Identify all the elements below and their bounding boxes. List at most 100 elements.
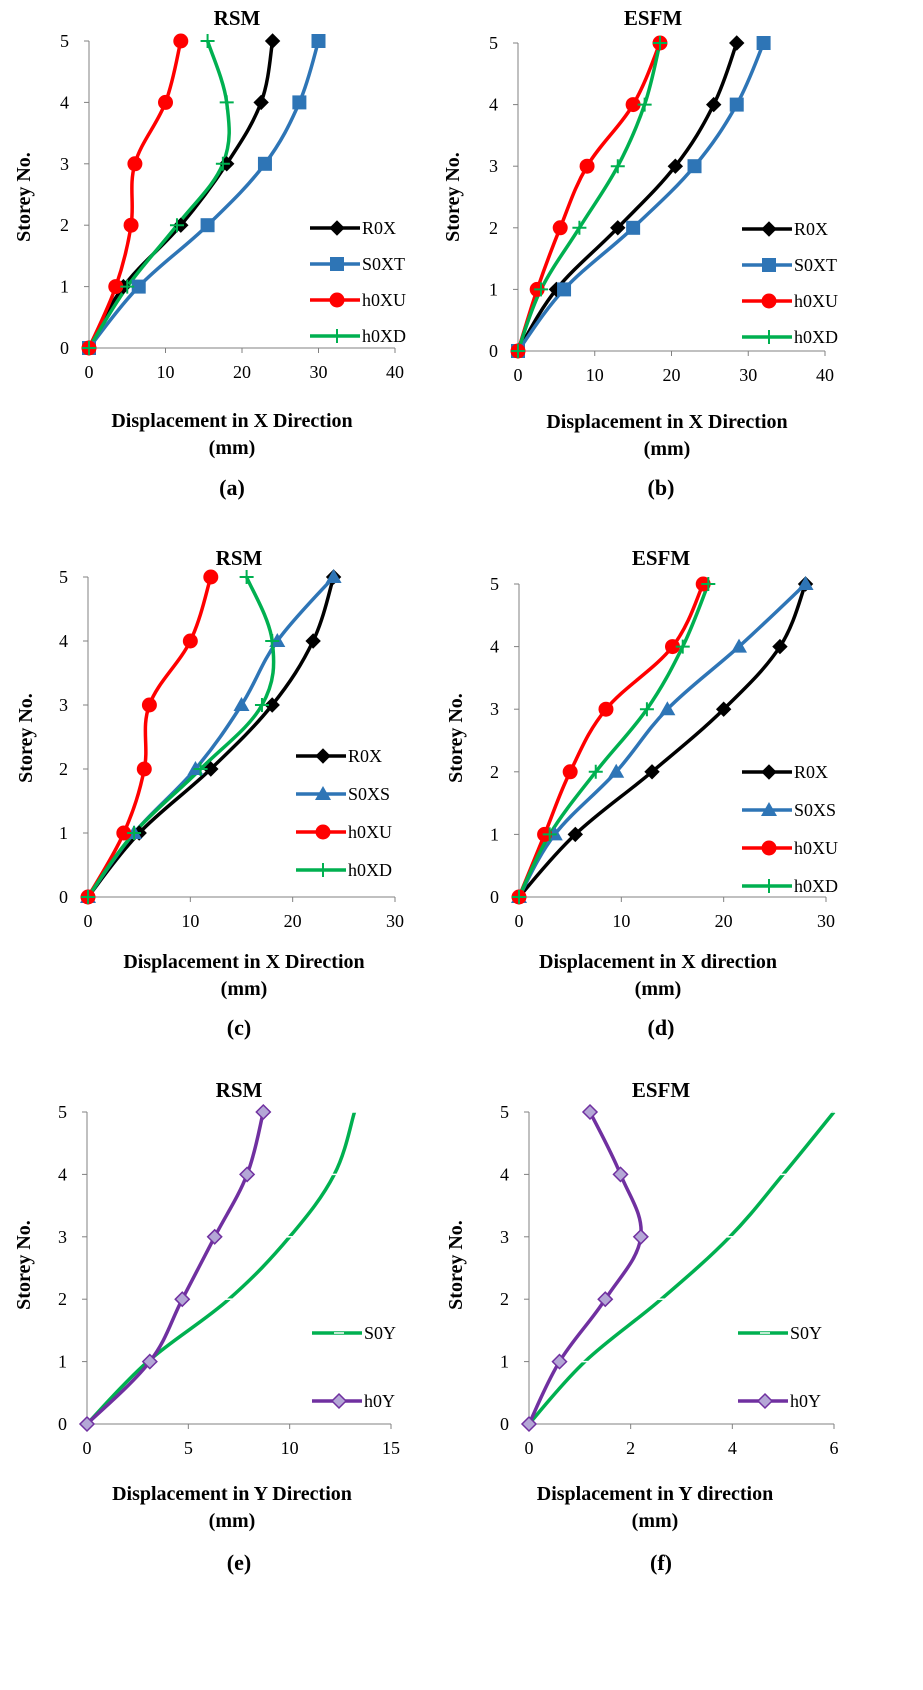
data-point-h0XD (511, 344, 525, 358)
series-line-h0XU (87, 40, 183, 349)
data-point-h0XD (265, 634, 280, 648)
x-axis-unit-label: (mm) (209, 437, 256, 459)
data-point-S0XS (233, 697, 250, 711)
legend-marker-h0XD (762, 879, 776, 893)
series-line-R0X (86, 576, 336, 899)
legend-label: R0X (348, 746, 382, 766)
y-tick-label: 3 (500, 1227, 509, 1247)
x-tick-label: 0 (514, 365, 523, 385)
y-tick-label: 4 (500, 1164, 509, 1184)
x-tick-label: 4 (728, 1438, 737, 1458)
legend-marker-S0XS (315, 786, 331, 800)
data-point-h0XD (542, 827, 557, 842)
x-tick-label: 10 (157, 362, 175, 382)
chart-title: RSM (214, 6, 261, 30)
legend-label: S0XS (794, 800, 836, 820)
x-tick-label: 0 (84, 911, 93, 931)
series-line-S0Y (527, 1110, 836, 1426)
data-point-h0Y (78, 1415, 96, 1433)
legend-label: S0XT (362, 254, 405, 274)
data-point-h0XD (215, 156, 230, 171)
x-tick-label: 0 (525, 1438, 534, 1458)
y-tick-label: 4 (60, 92, 69, 112)
legend-marker-h0XU (315, 824, 331, 840)
data-point-h0XD (193, 762, 208, 776)
data-point-h0Y (551, 1353, 568, 1370)
legend-marker-h0XU (761, 840, 777, 856)
legend-marker-R0X (329, 220, 345, 236)
data-point-h0Y (597, 1291, 614, 1308)
data-point-h0Y (581, 1103, 599, 1121)
y-tick-label: 2 (489, 218, 498, 238)
x-tick-label: 20 (233, 362, 251, 382)
data-point-h0XD (169, 218, 184, 233)
y-tick-label: 5 (59, 567, 68, 587)
chart-title: RSM (216, 1078, 263, 1102)
data-point-h0Y (174, 1291, 191, 1308)
panel-caption: (a) (219, 475, 245, 500)
y-axis-label: Storey No. (15, 693, 37, 783)
y-tick-label: 4 (58, 1164, 67, 1184)
data-point-h0XD (534, 282, 549, 297)
legend-label: R0X (362, 218, 396, 238)
legend-marker-h0XU (329, 292, 345, 308)
y-tick-label: 0 (490, 887, 499, 907)
data-point-S0XS (659, 701, 676, 716)
x-tick-label: 10 (281, 1438, 299, 1458)
data-point-S0XT (557, 282, 572, 297)
data-point-h0XU (182, 633, 198, 649)
data-point-h0XU (141, 697, 157, 713)
x-axis-label: Displacement in X direction (539, 951, 777, 973)
chart-panel-2: 0 1 2 3 4 5 0 10 20 30 R0X S0XS h0XU h0XD RSM Storey No… (15, 546, 404, 1040)
data-point-R0X (253, 94, 269, 111)
legend-marker-h0XD (316, 863, 330, 877)
x-axis-unit-label: (mm) (209, 1510, 256, 1532)
x-tick-label: 2 (626, 1438, 635, 1458)
panel-caption: (c) (227, 1015, 251, 1040)
x-tick-label: 40 (386, 362, 404, 382)
data-point-h0XU (116, 825, 132, 841)
data-point-h0Y (239, 1166, 256, 1183)
data-point-h0XU (127, 156, 143, 172)
legend-label: h0XU (794, 291, 838, 311)
data-point-h0XD (200, 34, 215, 48)
legend-label: h0XU (794, 838, 838, 858)
x-tick-label: 6 (830, 1438, 839, 1458)
data-point-h0XD (254, 698, 269, 712)
data-point-S0XS (797, 576, 814, 590)
data-point-h0XD (239, 570, 254, 584)
legend-label: h0XU (362, 290, 406, 310)
data-point-S0XT (200, 218, 215, 233)
chart-panel-4: 0 1 2 3 4 5 0 5 10 15 S0Y h0Y RSM Storey No. Displacem… (13, 1078, 400, 1575)
y-tick-label: 4 (490, 637, 499, 657)
data-point-S0XT (687, 159, 702, 174)
series-line-h0XU (86, 576, 213, 898)
x-tick-label: 30 (386, 911, 404, 931)
data-point-h0XU (123, 217, 139, 233)
x-tick-label: 20 (663, 365, 681, 385)
data-point-h0XU (562, 764, 578, 780)
x-axis-label: Displacement in X Direction (123, 951, 364, 973)
x-axis-label: Displacement in Y Direction (112, 1483, 352, 1505)
x-tick-label: 10 (586, 365, 604, 385)
legend-marker-h0Y (756, 1392, 774, 1410)
data-point-R0X (644, 764, 660, 780)
legend-marker-h0XD (330, 329, 344, 343)
legend-label: R0X (794, 762, 828, 782)
panel-caption: (f) (650, 1550, 672, 1575)
data-point-h0XD (610, 159, 625, 174)
legend-label: S0Y (364, 1323, 396, 1343)
legend-marker-h0XD (762, 330, 776, 344)
chart-panel-5: 0 1 2 3 4 5 0 2 4 6 S0Y h0Y ESFM Storey No. Displaceme… (445, 1078, 839, 1575)
legend-label: h0Y (364, 1391, 395, 1411)
legend-marker-h0Y (330, 1392, 348, 1410)
y-tick-label: 5 (489, 33, 498, 53)
legend-label: R0X (794, 219, 828, 239)
data-point-h0XD (588, 764, 603, 779)
y-tick-label: 3 (58, 1227, 67, 1247)
legend-label: h0XD (794, 327, 838, 347)
x-tick-label: 30 (739, 365, 757, 385)
legend-marker-h0XU (761, 293, 777, 309)
y-tick-label: 5 (60, 31, 69, 51)
